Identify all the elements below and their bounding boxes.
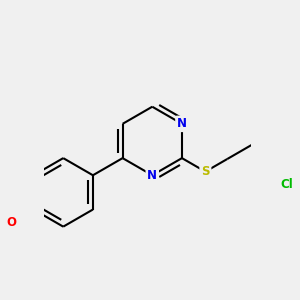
Text: S: S (201, 165, 210, 178)
Text: N: N (147, 169, 157, 182)
Text: Cl: Cl (280, 178, 293, 191)
Text: N: N (177, 117, 187, 130)
Text: O: O (7, 216, 17, 229)
